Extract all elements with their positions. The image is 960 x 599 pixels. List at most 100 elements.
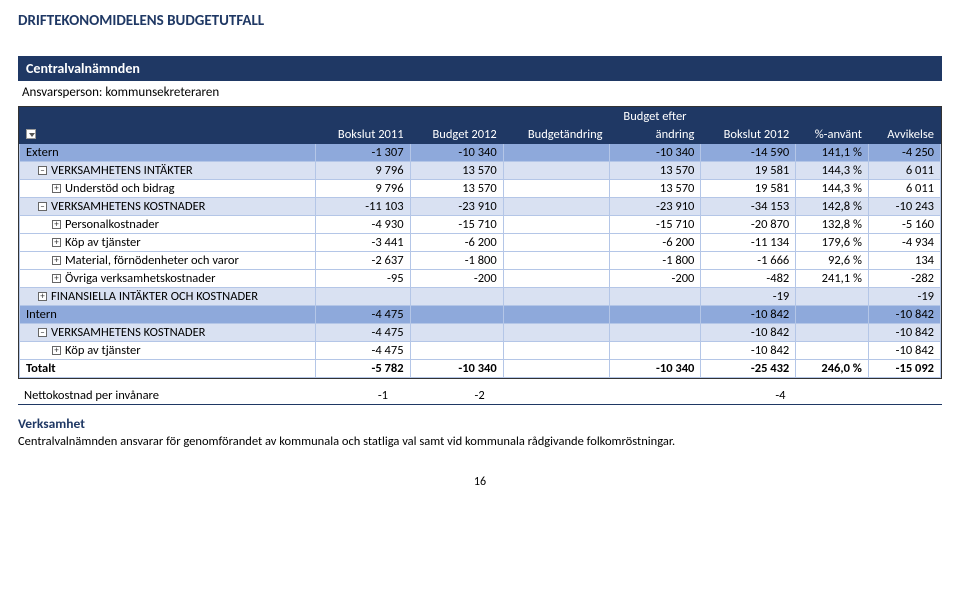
col8: Avvikelse bbox=[868, 126, 940, 144]
cell-value bbox=[503, 162, 609, 180]
cell-value: -10 340 bbox=[609, 360, 701, 378]
cell-value: -15 092 bbox=[868, 360, 940, 378]
cell-value: -10 243 bbox=[868, 198, 940, 216]
col7: %-använt bbox=[796, 126, 869, 144]
row-label[interactable]: +Köp av tjänster bbox=[20, 234, 316, 252]
cell-value: -10 842 bbox=[701, 342, 796, 360]
col2: Bokslut 2011 bbox=[315, 126, 410, 144]
cell-value: -1 800 bbox=[410, 252, 503, 270]
row-label[interactable]: +Övriga verksamhetskostnader bbox=[20, 270, 316, 288]
cell-value: -25 432 bbox=[701, 360, 796, 378]
col3-top bbox=[410, 108, 503, 126]
col4: Budgetändring bbox=[503, 126, 609, 144]
row-label[interactable]: +Understöd och bidrag bbox=[20, 180, 316, 198]
cell-value: -2 637 bbox=[315, 252, 410, 270]
cell-value: -15 710 bbox=[609, 216, 701, 234]
table-row: + Material, förnödenheter och varor -2 637… bbox=[20, 252, 941, 270]
cell-value: -4 930 bbox=[315, 216, 410, 234]
row-label-text: FINANSIELLA INTÄKTER OCH KOSTNADER bbox=[51, 289, 258, 304]
cell-value bbox=[315, 288, 410, 306]
col8-top bbox=[868, 108, 940, 126]
row-label[interactable]: –VERKSAMHETENS INTÄKTER bbox=[20, 162, 316, 180]
cell-value bbox=[410, 342, 503, 360]
cell-value bbox=[609, 288, 701, 306]
cell-value: 13 570 bbox=[410, 162, 503, 180]
cell-value bbox=[503, 252, 609, 270]
cell-value: 144,3 % bbox=[796, 162, 869, 180]
cell-value: -10 842 bbox=[868, 342, 940, 360]
table-row: –VERKSAMHETENS KOSTNADER-11 103-23 910-2… bbox=[20, 198, 941, 216]
row-label-text: Material, förnödenheter och varor bbox=[65, 253, 239, 268]
cell-value: 142,8 % bbox=[796, 198, 869, 216]
table-row: Extern-1 307-10 340-10 340-14 590141,1 %… bbox=[20, 144, 941, 162]
cell-value: 241,1 % bbox=[796, 270, 869, 288]
cell-value: -200 bbox=[410, 270, 503, 288]
collapse-icon[interactable]: – bbox=[38, 202, 47, 211]
cell-value bbox=[503, 198, 609, 216]
cell-value: 141,1 % bbox=[796, 144, 869, 162]
row-label-text: Intern bbox=[26, 307, 57, 322]
nettokost-label: Nettokostnad per invånare bbox=[18, 387, 297, 405]
cell-value: 6 011 bbox=[868, 162, 940, 180]
cell-value bbox=[410, 306, 503, 324]
cell-value bbox=[503, 306, 609, 324]
cell-value: -95 bbox=[315, 270, 410, 288]
row-label-text: Totalt bbox=[26, 361, 56, 376]
cell-value: -14 590 bbox=[701, 144, 796, 162]
cell-value: 9 796 bbox=[315, 180, 410, 198]
col5-top: Budget efter bbox=[609, 108, 701, 126]
table-row: Intern-4 475-10 842-10 842 bbox=[20, 306, 941, 324]
row-label-text: Köp av tjänster bbox=[65, 343, 141, 358]
row-label: Extern bbox=[20, 144, 316, 162]
cell-value: -4 934 bbox=[868, 234, 940, 252]
filter-cell[interactable] bbox=[20, 126, 316, 144]
cell-value: 19 581 bbox=[701, 162, 796, 180]
page-title: DRIFTEKONOMIDELENS BUDGETUTFALL bbox=[18, 12, 942, 30]
row-label-text: Personalkostnader bbox=[65, 217, 159, 232]
row-label[interactable]: + Personalkostnader bbox=[20, 216, 316, 234]
row-label-text: VERKSAMHETENS INTÄKTER bbox=[51, 163, 193, 178]
col7-top bbox=[796, 108, 869, 126]
cell-value: -4 475 bbox=[315, 324, 410, 342]
cell-value: -10 842 bbox=[701, 306, 796, 324]
expand-icon[interactable]: + bbox=[52, 238, 61, 247]
cell-value bbox=[410, 288, 503, 306]
row-label[interactable]: –VERKSAMHETENS KOSTNADER bbox=[20, 198, 316, 216]
cell-value: -10 842 bbox=[868, 324, 940, 342]
cell-value bbox=[609, 324, 701, 342]
cell-value: 144,3 % bbox=[796, 180, 869, 198]
expand-icon[interactable]: + bbox=[38, 292, 47, 301]
expand-icon[interactable]: + bbox=[52, 220, 61, 229]
cell-value: 132,8 % bbox=[796, 216, 869, 234]
cell-value: 19 581 bbox=[701, 180, 796, 198]
collapse-icon[interactable]: – bbox=[38, 166, 47, 175]
nettokost-v5: -4 bbox=[695, 387, 792, 405]
cell-value bbox=[796, 288, 869, 306]
nettokost-v3 bbox=[491, 387, 598, 405]
cell-value: -10 340 bbox=[609, 144, 701, 162]
cell-value: 13 570 bbox=[609, 162, 701, 180]
cell-value bbox=[503, 324, 609, 342]
nettokost-table: Nettokostnad per invånare -1 -2 -4 bbox=[18, 387, 942, 405]
row-label[interactable]: + Köp av tjänster bbox=[20, 342, 316, 360]
cell-value bbox=[609, 342, 701, 360]
row-label[interactable]: + Material, förnödenheter och varor bbox=[20, 252, 316, 270]
table-row: +Köp av tjänster-3 441-6 200-6 200-11 13… bbox=[20, 234, 941, 252]
table-row: –VERKSAMHETENS INTÄKTER9 79613 57013 570… bbox=[20, 162, 941, 180]
cell-value: -3 441 bbox=[315, 234, 410, 252]
expand-icon[interactable]: + bbox=[52, 256, 61, 265]
cell-value bbox=[609, 306, 701, 324]
cell-value: -15 710 bbox=[410, 216, 503, 234]
filter-dropdown-icon[interactable] bbox=[26, 129, 36, 139]
expand-icon[interactable]: + bbox=[52, 346, 61, 355]
cell-value: 246,0 % bbox=[796, 360, 869, 378]
cell-value: -482 bbox=[701, 270, 796, 288]
cell-value: 13 570 bbox=[609, 180, 701, 198]
row-label[interactable]: + FINANSIELLA INTÄKTER OCH KOSTNADER bbox=[20, 288, 316, 306]
nettokost-v4 bbox=[598, 387, 695, 405]
expand-icon[interactable]: + bbox=[52, 184, 61, 193]
collapse-icon[interactable]: – bbox=[38, 328, 47, 337]
row-label[interactable]: –VERKSAMHETENS KOSTNADER bbox=[20, 324, 316, 342]
expand-icon[interactable]: + bbox=[52, 274, 61, 283]
cell-value: -4 475 bbox=[315, 306, 410, 324]
